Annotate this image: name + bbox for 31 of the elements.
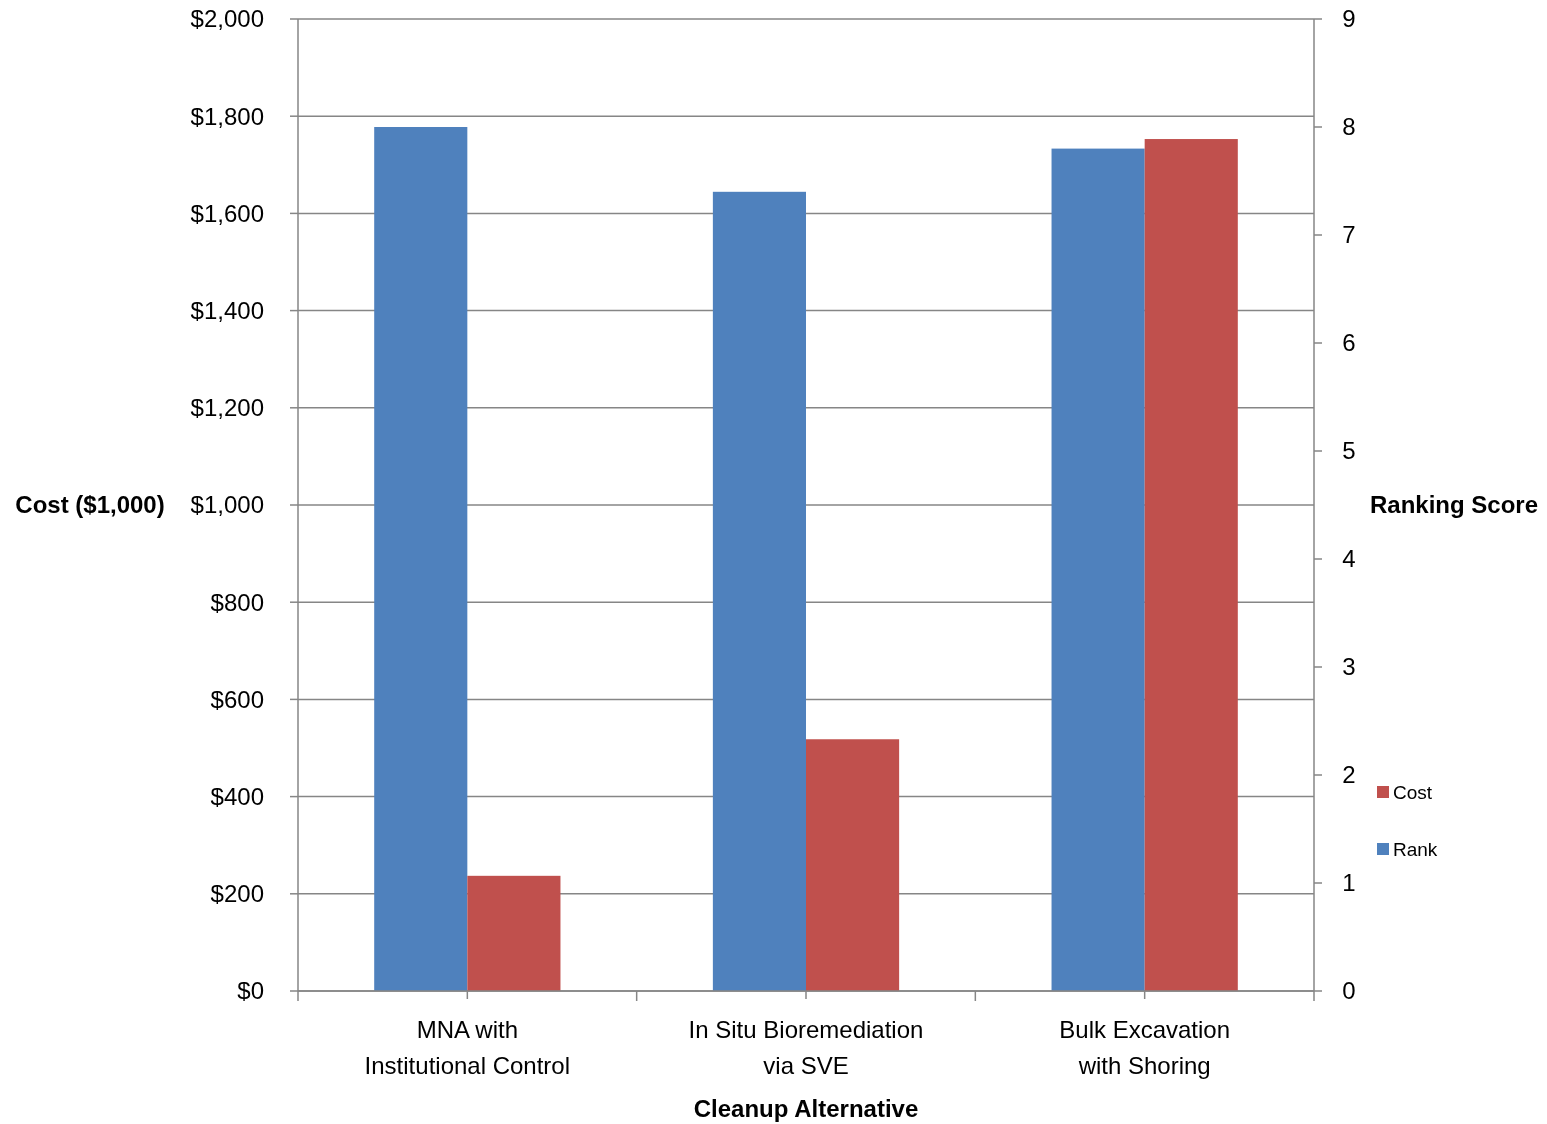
y-tick-label: $1,600 xyxy=(190,199,264,227)
x-tick-label: Bulk Excavation with Shoring xyxy=(1059,1016,1231,1079)
y-tick-label: $1,200 xyxy=(190,394,264,422)
y2-tick-label: 7 xyxy=(1342,221,1356,249)
y2-tick-label: 6 xyxy=(1342,329,1356,357)
y2-tick-label: 5 xyxy=(1342,437,1356,465)
y-tick-label: $0 xyxy=(237,977,264,1005)
y-tick-label: $1,000 xyxy=(190,491,264,519)
y2-tick-label: 4 xyxy=(1342,545,1356,573)
y2-tick-label: 8 xyxy=(1342,113,1356,141)
x-axis-title: Cleanup Alternative xyxy=(693,1095,919,1122)
y-tick-label: $600 xyxy=(210,685,264,713)
y-axis-title: Cost ($1,000) xyxy=(15,491,165,519)
x-tick-label: MNA with Institutional Control xyxy=(364,1016,571,1079)
y2-tick-label: 0 xyxy=(1342,977,1356,1005)
x-tick-label: In Situ Bioremediation via SVE xyxy=(688,1016,924,1079)
bar xyxy=(467,875,561,991)
bar xyxy=(806,739,900,991)
y-tick-label: $2,000 xyxy=(190,5,264,33)
y2-tick-label: 3 xyxy=(1342,653,1356,681)
legend-label: Rank xyxy=(1393,838,1438,860)
y-tick-label: $200 xyxy=(210,880,264,908)
y-tick-label: $1,800 xyxy=(190,102,264,130)
legend-label: Cost xyxy=(1393,781,1433,803)
y2-tick-label: 9 xyxy=(1342,5,1356,33)
y2-tick-label: 1 xyxy=(1342,869,1356,897)
y-tick-label: $800 xyxy=(210,588,264,616)
y-tick-label: $1,400 xyxy=(190,297,264,324)
y2-tick-label: 2 xyxy=(1342,761,1356,789)
y2-axis-title: Ranking Score xyxy=(1369,491,1539,519)
y-tick-label: $400 xyxy=(210,783,264,810)
